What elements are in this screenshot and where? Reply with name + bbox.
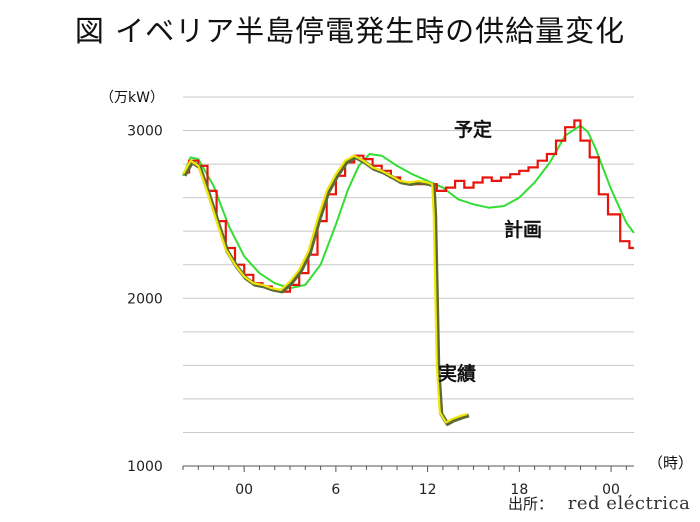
series-planned-line xyxy=(183,119,634,293)
y-axis-unit: （万kW） xyxy=(100,90,164,106)
annotation-actual: 実績 xyxy=(438,362,476,385)
annotation-forecast: 計画 xyxy=(504,218,542,241)
source-credit: 出所： red eléctrica xyxy=(508,493,690,514)
red-electrica-logo: red eléctrica xyxy=(567,493,691,514)
annotation-planned: 予定 xyxy=(454,118,492,141)
series-actual-line xyxy=(182,154,468,424)
y-tick-label: 3000 xyxy=(127,124,163,140)
x-tick-label: 6 xyxy=(331,482,340,498)
x-tick-label: 00 xyxy=(602,482,620,498)
x-tick-label: 00 xyxy=(235,482,253,498)
x-axis-unit: （時） xyxy=(648,454,694,472)
x-tick-label: 12 xyxy=(419,482,437,498)
x-tick-label: 18 xyxy=(510,482,528,498)
y-tick-label: 1000 xyxy=(127,459,163,475)
series-forecast-line xyxy=(182,124,635,290)
chart-title: 図 イベリア半島停電発生時の供給量変化 xyxy=(74,14,626,48)
source-label: 出所： xyxy=(508,495,554,513)
y-tick-label: 2000 xyxy=(127,291,163,307)
